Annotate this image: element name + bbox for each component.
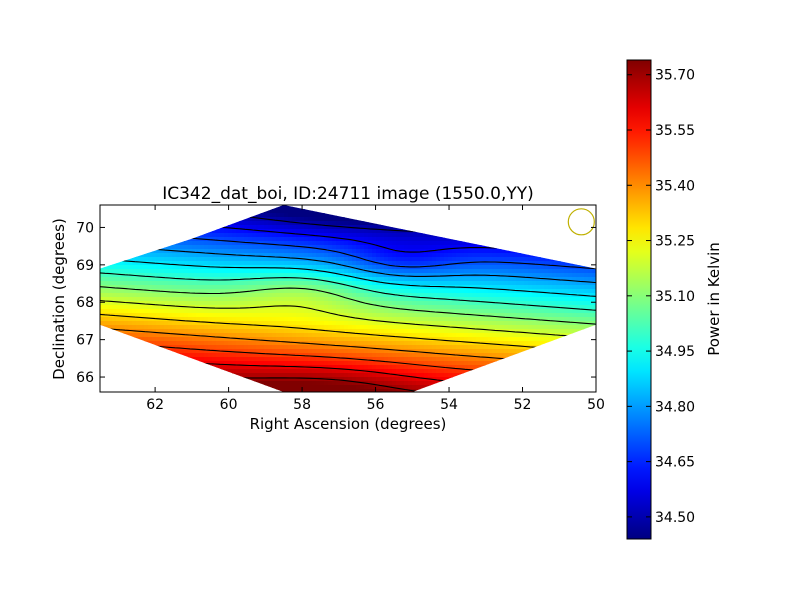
x-tick-label: 50 bbox=[587, 397, 605, 413]
chart-title: IC342_dat_boi, ID:24711 image (1550.0,YY… bbox=[162, 184, 534, 204]
x-tick-label: 58 bbox=[293, 397, 311, 413]
colorbar-label: Power in Kelvin bbox=[705, 242, 723, 356]
y-axis-label: Declination (degrees) bbox=[50, 218, 68, 380]
colorbar-tick-label: 34.65 bbox=[655, 455, 695, 471]
x-tick-label: 54 bbox=[440, 397, 458, 413]
x-tick-label: 56 bbox=[367, 397, 385, 413]
colorbar-tick-label: 34.80 bbox=[655, 399, 695, 415]
x-tick-label: 60 bbox=[220, 397, 238, 413]
y-tick-label: 70 bbox=[76, 220, 94, 236]
colorbar-tick-label: 35.25 bbox=[655, 234, 695, 250]
colorbar-tick-label: 35.10 bbox=[655, 289, 695, 305]
heatmap-image bbox=[100, 205, 597, 394]
plot-area bbox=[100, 205, 600, 395]
colorbar-tick-label: 35.40 bbox=[655, 178, 695, 194]
colorbar-tick-label: 34.50 bbox=[655, 510, 695, 526]
colorbar: 34.50 34.65 34.80 34.95 35.10 35.25 35.40 35.55… bbox=[627, 60, 723, 539]
colorbar-gradient bbox=[627, 60, 651, 539]
y-tick-label: 67 bbox=[76, 333, 94, 349]
x-axis-label: Right Ascension (degrees) bbox=[250, 415, 447, 433]
x-tick-label: 52 bbox=[514, 397, 532, 413]
colorbar-tick-label: 35.70 bbox=[655, 68, 695, 84]
colorbar-tick-label: 34.95 bbox=[655, 344, 695, 360]
colorbar-tick-label: 35.55 bbox=[655, 123, 695, 139]
x-tick-label: 62 bbox=[146, 397, 164, 413]
y-tick-label: 66 bbox=[76, 370, 94, 386]
y-tick-label: 69 bbox=[76, 258, 94, 274]
beam-marker bbox=[568, 209, 594, 235]
y-tick-label: 68 bbox=[76, 295, 94, 311]
